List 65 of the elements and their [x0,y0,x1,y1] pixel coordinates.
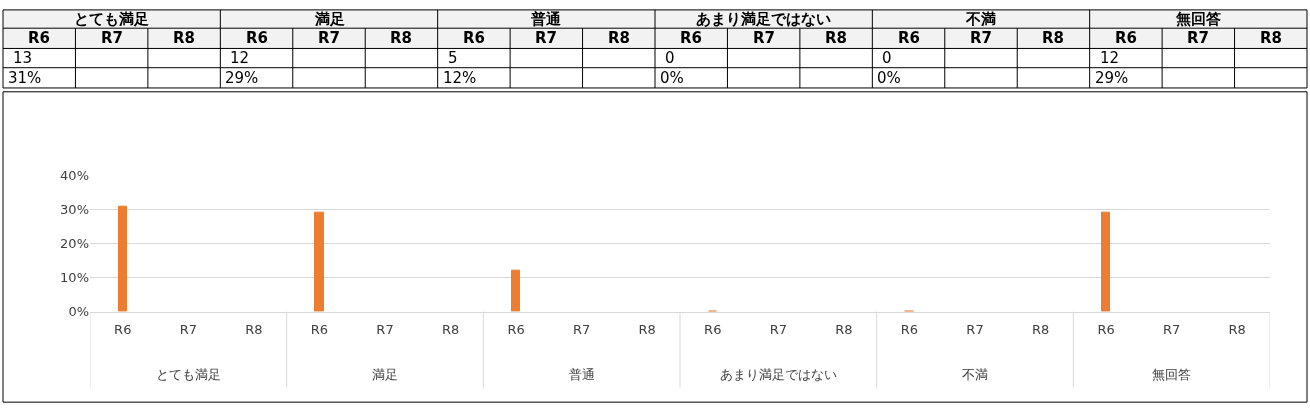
x-tick-label: R6 [900,322,919,338]
text: 普通 [531,10,561,28]
y-tick-label: 10% [60,270,89,286]
text: 13 [13,49,33,67]
category-label: R6 [1115,29,1137,47]
category-label: R7 [535,29,557,47]
x-tick-label: R6 [310,322,329,338]
category-label: R6 [680,29,702,47]
text: あまり満足ではない [720,367,837,382]
category-label: R6 [463,29,485,47]
x-tick-label: R8 [1031,322,1050,338]
text: 31% [8,69,42,87]
x-tick-label: R8 [1228,322,1246,338]
category-label: R8 [608,29,630,47]
text: 満足 [315,10,345,28]
category-label: R7 [318,29,340,47]
x-tick-label: R8 [441,322,460,338]
text: 満足 [372,367,398,382]
x-tick-label: R6 [507,322,525,338]
text: 0% [877,69,901,87]
text: とても満足 [156,367,221,382]
x-tick-label: R6 [114,322,132,338]
category-label: R7 [970,29,992,47]
text: 0 [665,49,675,67]
text: あまり満足ではない [696,10,831,28]
x-tick-label: R6 [1097,322,1115,338]
text: とても満足 [74,10,149,28]
text: 12 [230,49,250,67]
x-tick-label: R7 [376,322,394,338]
text: 普通 [569,367,595,382]
text: 5 [448,49,458,67]
category-label: R8 [390,29,412,47]
category-label: R6 [898,29,920,47]
y-tick-label: 20% [60,236,89,252]
category-label: R8 [173,29,195,47]
text: 0% [660,69,684,87]
text: 29% [225,69,259,87]
text: 0 [882,49,892,67]
category-label: R8 [1260,29,1282,47]
text: 12% [443,69,477,87]
y-tick-label: 0% [68,304,89,320]
category-label: R8 [1042,29,1064,47]
y-tick-label: 40% [60,168,89,184]
x-tick-label: R7 [966,322,984,338]
x-tick-label: R7 [1163,322,1181,338]
text: 無回答 [1152,367,1191,382]
x-tick-label: R6 [704,322,722,338]
text: 12 [1100,49,1120,67]
y-tick-label: 30% [60,202,89,218]
text: 29% [1095,69,1129,87]
text: 不満 [966,10,996,28]
category-label: R6 [246,29,268,47]
x-tick-label: R7 [573,322,591,338]
x-tick-label: R7 [769,322,787,338]
x-tick-label: R8 [638,322,656,338]
x-tick-label: R7 [179,322,197,338]
category-label: R7 [753,29,775,47]
category-label: R6 [28,29,50,47]
category-label: R8 [825,29,847,47]
category-label: R7 [1187,29,1209,47]
text: 不満 [962,367,988,382]
text: 無回答 [1176,10,1221,28]
category-label: R7 [101,29,123,47]
x-tick-label: R8 [835,322,853,338]
x-tick-label: R8 [245,322,263,338]
